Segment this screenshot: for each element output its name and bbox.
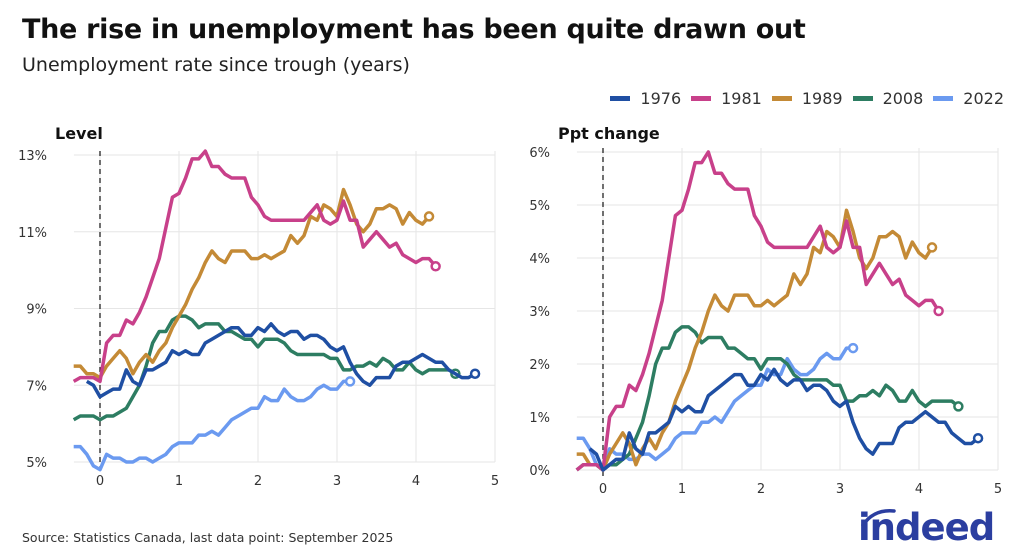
legend-label: 2008 [882, 89, 924, 108]
x-tick-label: 3 [836, 482, 844, 497]
y-tick-label: 11% [18, 226, 47, 241]
series-line-2008 [575, 325, 960, 472]
series-end-marker-1989 [926, 242, 938, 253]
legend-swatch [771, 96, 792, 101]
series-line-2022 [576, 346, 854, 472]
x-tick-label: 1 [678, 482, 686, 497]
series-line-1981 [575, 150, 941, 472]
chart-subtitle: Unemployment rate since trough (years) [22, 54, 410, 76]
x-tick-label: 0 [599, 482, 607, 497]
series-end-marker-2022 [344, 376, 356, 387]
indeed-logo-arc [861, 509, 896, 527]
y-tick-label: 4% [529, 252, 550, 267]
source-note: Source: Statistics Canada, last data poi… [22, 530, 394, 545]
y-tick-label: 0% [529, 464, 550, 479]
series-line-1989 [576, 208, 934, 472]
x-tick-label: 2 [254, 474, 262, 489]
y-tick-label: 7% [26, 379, 47, 394]
legend-item-2022: 2022 [933, 89, 1004, 108]
series-line-2022 [73, 379, 351, 472]
panel-title: Level [55, 124, 103, 143]
series-end-marker-1976 [469, 368, 481, 379]
legend-item-1981: 1981 [691, 89, 762, 108]
x-tick-label: 3 [333, 474, 341, 489]
x-tick-label: 1 [175, 474, 183, 489]
series-line-1976 [588, 367, 980, 472]
y-tick-label: 3% [529, 305, 550, 320]
legend-swatch [852, 96, 873, 101]
chart-title: The rise in unemployment has been quite … [22, 14, 806, 45]
series-line-2008 [72, 314, 457, 422]
y-tick-label: 9% [26, 303, 47, 318]
legend-swatch [610, 96, 631, 101]
legend-item-1989: 1989 [771, 89, 843, 108]
series-end-marker-1976 [972, 432, 984, 444]
y-tick-label: 6% [529, 146, 550, 161]
x-tick-label: 5 [491, 474, 499, 489]
legend-item-2008: 2008 [852, 89, 924, 108]
x-tick-label: 2 [757, 482, 765, 497]
series-end-marker-1981 [430, 261, 441, 272]
legend-label: 2022 [963, 89, 1004, 108]
y-tick-label: 5% [529, 199, 550, 214]
x-tick-label: 4 [915, 482, 923, 497]
legend-label: 1989 [801, 89, 843, 108]
series-end-marker-1981 [933, 305, 944, 317]
legend-label: 1976 [640, 89, 682, 108]
x-tick-label: 4 [412, 474, 420, 489]
y-tick-label: 13% [18, 149, 47, 164]
legend-label: 1981 [721, 89, 762, 108]
x-tick-label: 0 [96, 474, 104, 489]
indeed-logo: indeed [858, 506, 995, 549]
panel-title: Ppt change [558, 124, 660, 143]
legend: 1976 1981 1989 2008 2022 [610, 89, 1004, 108]
series-line-1981 [72, 149, 437, 384]
y-tick-label: 5% [26, 456, 47, 471]
series-line-1989 [73, 187, 431, 380]
legend-swatch [933, 96, 954, 101]
series-line-1976 [85, 322, 476, 399]
legend-swatch [691, 96, 712, 101]
x-tick-label: 5 [994, 482, 1002, 497]
legend-item-1976: 1976 [610, 89, 681, 108]
series-end-marker-1989 [423, 211, 435, 222]
y-tick-label: 1% [529, 411, 550, 426]
y-tick-label: 2% [529, 358, 550, 373]
series-end-marker-2008 [953, 401, 964, 412]
series-end-marker-2022 [847, 342, 859, 354]
